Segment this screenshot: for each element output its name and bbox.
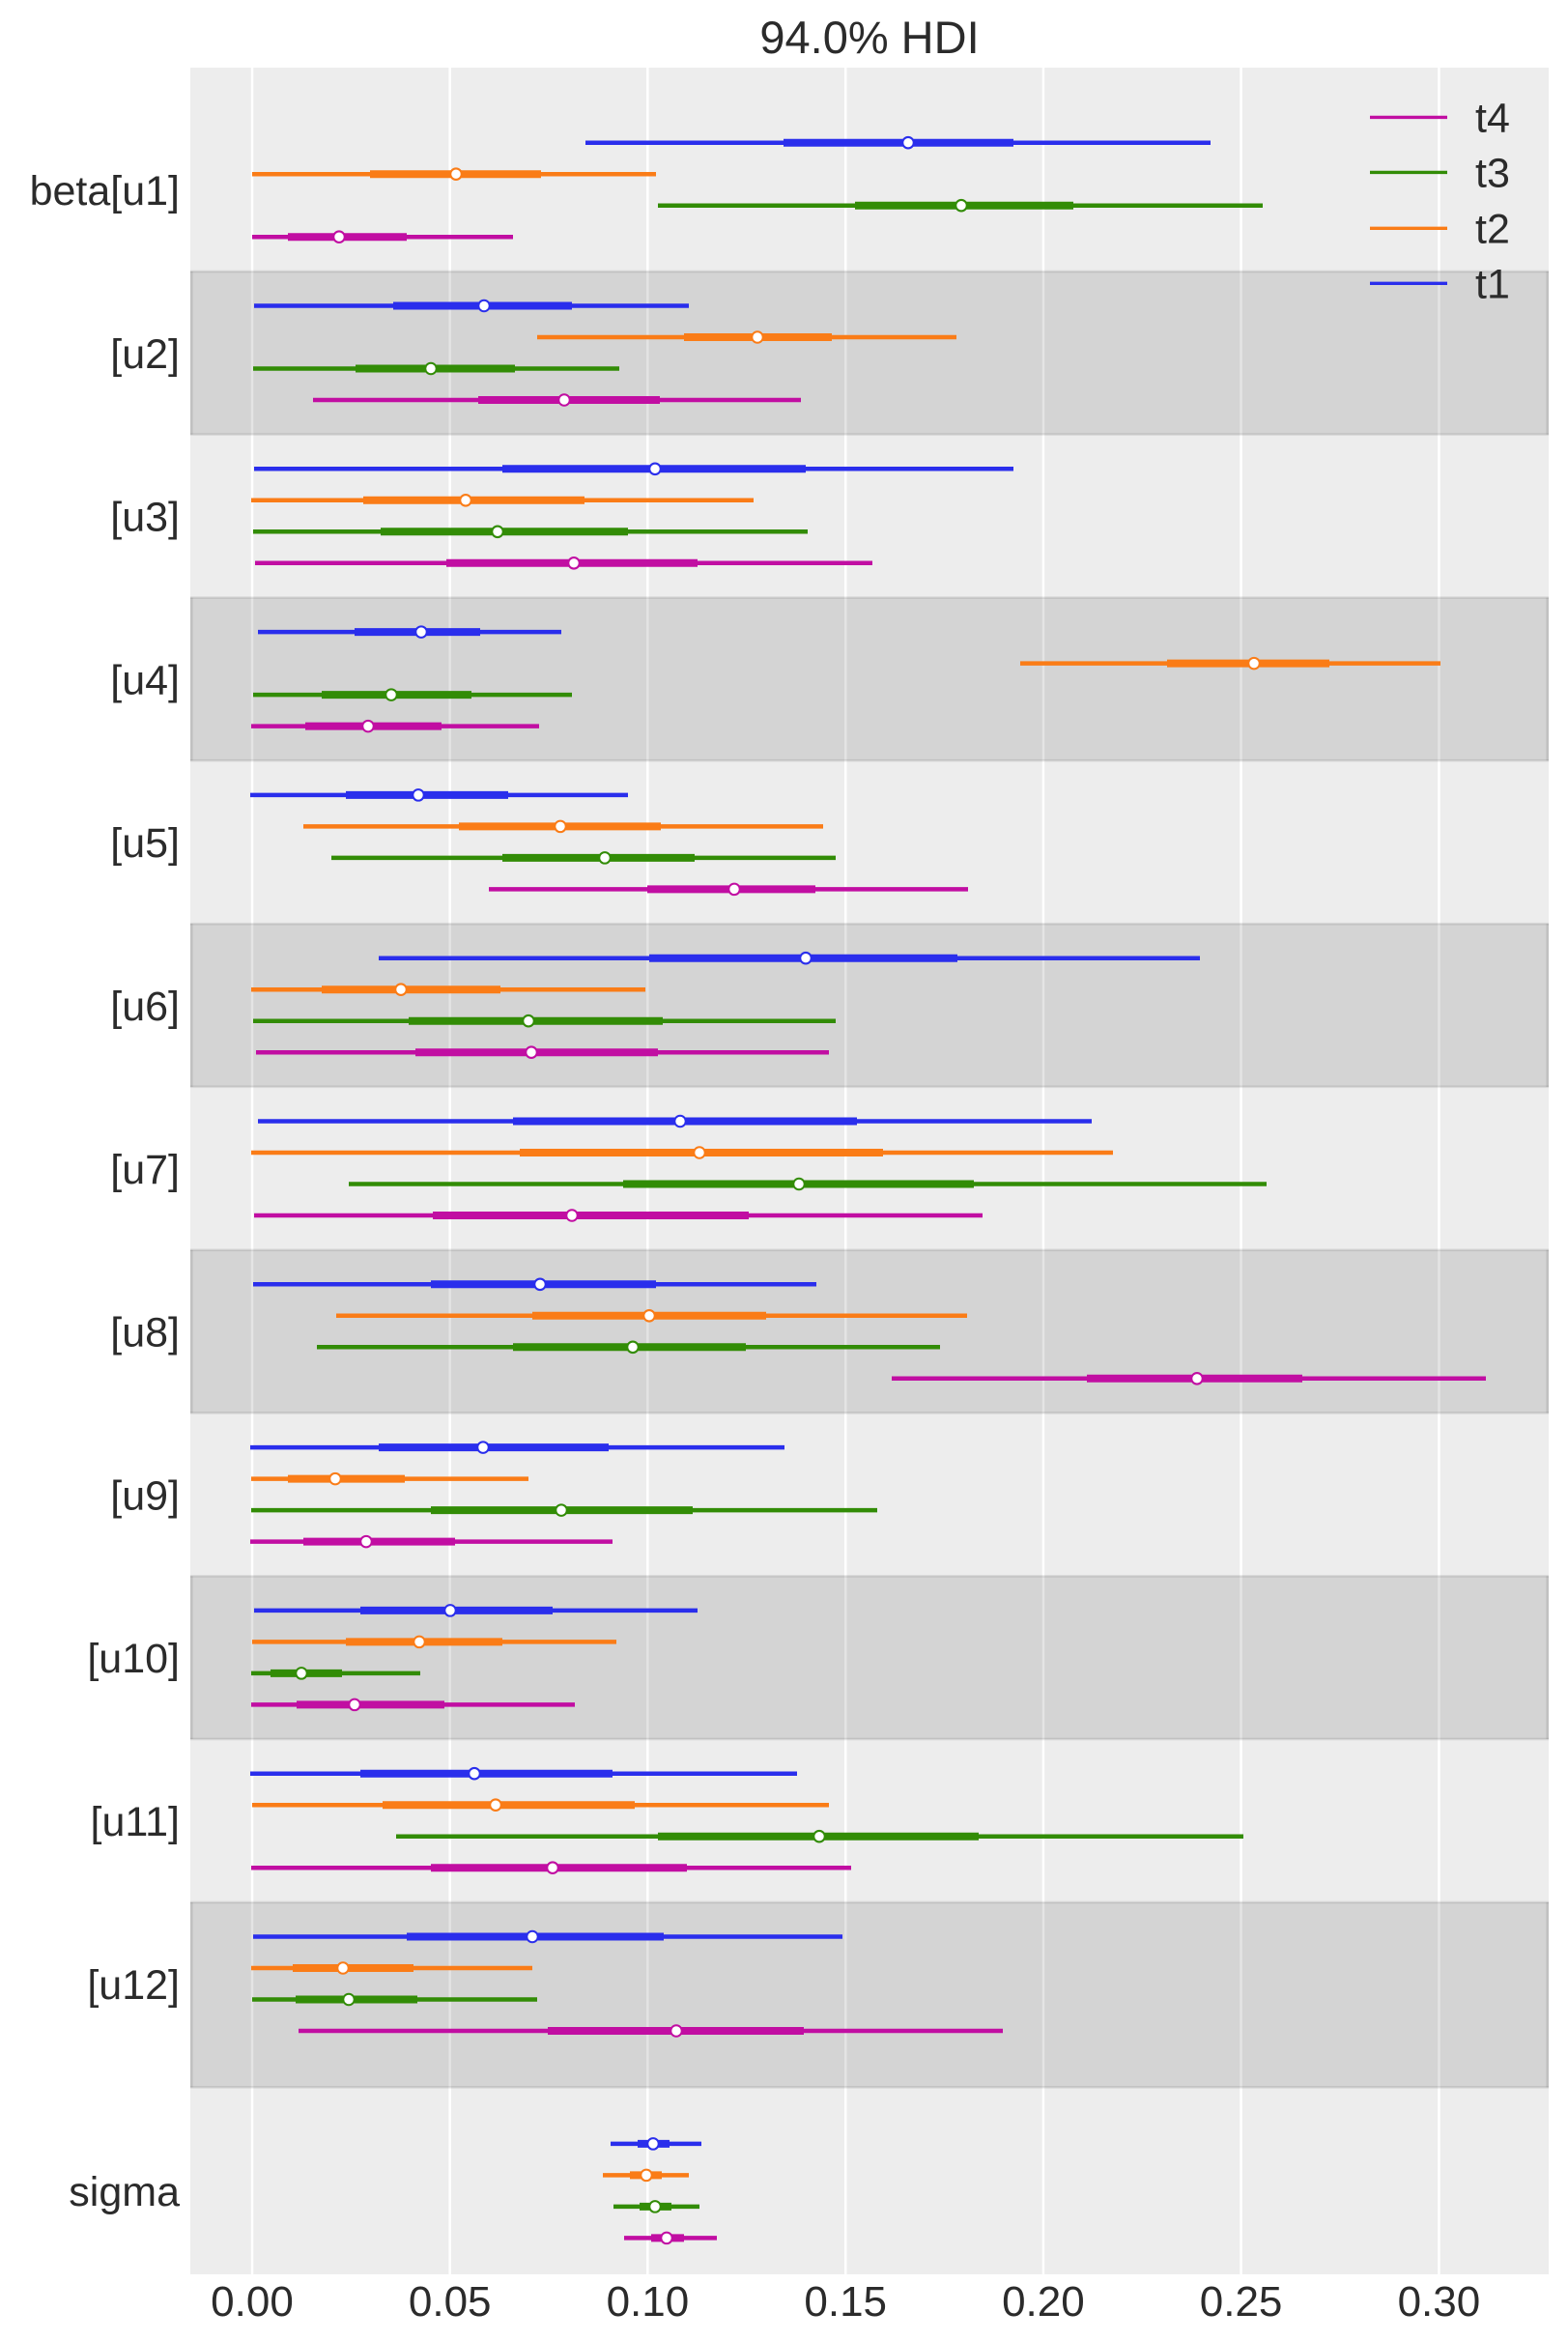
svg-text:94.0% HDI: 94.0% HDI: [759, 12, 979, 63]
svg-text:0.00: 0.00: [211, 2278, 294, 2326]
svg-text:[u8]: [u8]: [110, 1310, 180, 1356]
svg-text:[u5]: [u5]: [110, 820, 180, 867]
svg-text:t2: t2: [1475, 206, 1510, 252]
svg-text:[u2]: [u2]: [110, 331, 180, 378]
svg-text:[u6]: [u6]: [110, 984, 180, 1030]
svg-text:[u3]: [u3]: [110, 495, 180, 541]
svg-text:[u9]: [u9]: [110, 1472, 180, 1519]
svg-text:0.20: 0.20: [1002, 2278, 1085, 2326]
svg-text:[u7]: [u7]: [110, 1147, 180, 1193]
svg-text:t3: t3: [1475, 150, 1510, 196]
svg-text:[u4]: [u4]: [110, 657, 180, 703]
svg-text:0.25: 0.25: [1200, 2278, 1283, 2326]
svg-text:0.05: 0.05: [409, 2278, 492, 2326]
svg-text:t4: t4: [1475, 95, 1510, 141]
svg-text:[u10]: [u10]: [87, 1636, 180, 1682]
svg-text:0.30: 0.30: [1398, 2278, 1481, 2326]
svg-text:sigma: sigma: [69, 2169, 180, 2215]
svg-text:[u11]: [u11]: [91, 1799, 180, 1845]
svg-text:[u12]: [u12]: [87, 1962, 180, 2009]
svg-text:0.10: 0.10: [607, 2278, 690, 2326]
svg-text:t1: t1: [1475, 261, 1510, 307]
svg-text:0.15: 0.15: [804, 2278, 887, 2326]
svg-text:beta[u1]: beta[u1]: [30, 168, 180, 214]
